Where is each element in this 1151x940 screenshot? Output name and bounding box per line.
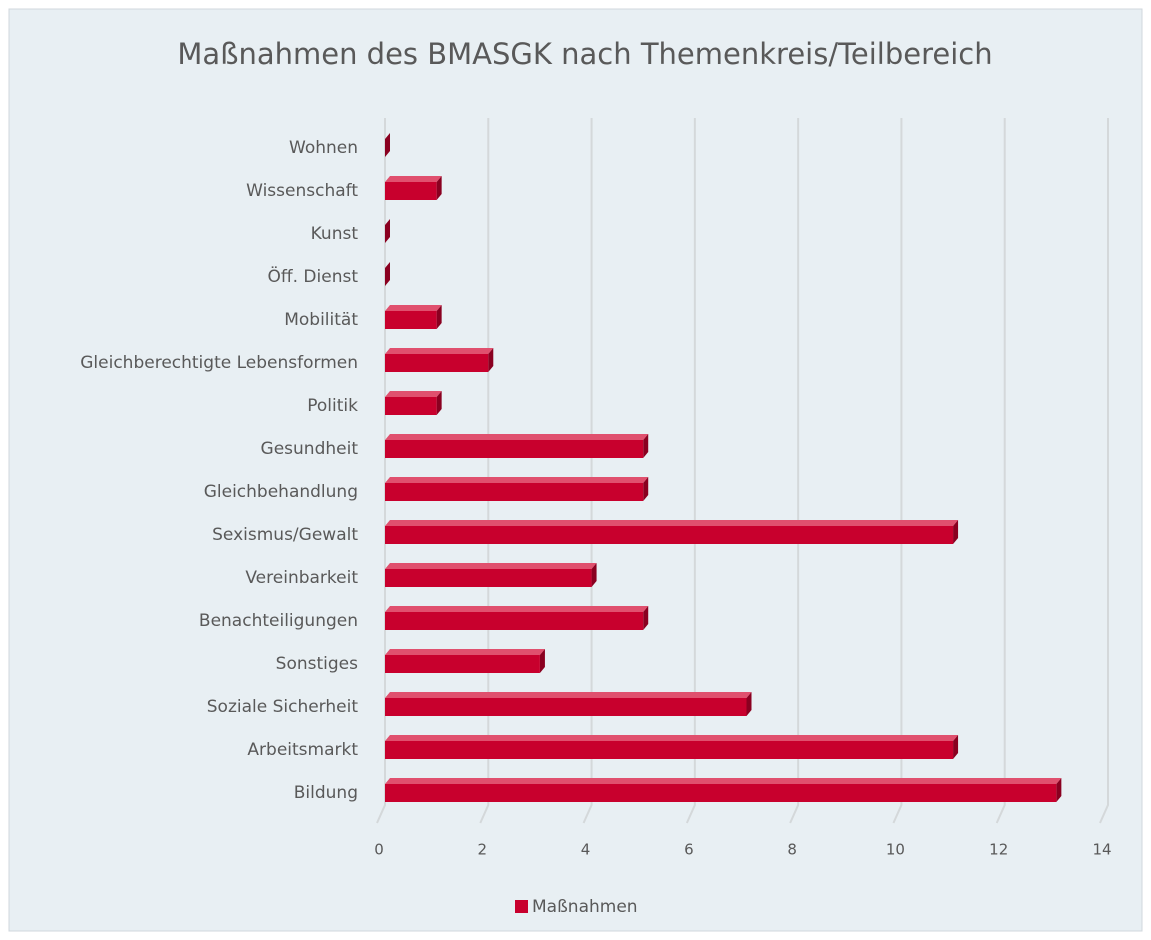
bar-face — [385, 305, 442, 311]
bar — [385, 477, 649, 501]
x-tick-label: 8 — [787, 841, 797, 859]
bar-face — [436, 391, 442, 415]
bar-face — [385, 397, 437, 415]
bar-face — [385, 612, 644, 630]
x-tick-label: 0 — [374, 841, 384, 859]
bar-face — [385, 182, 437, 200]
bar — [385, 649, 545, 673]
bar — [385, 133, 390, 157]
bar-face — [385, 778, 1062, 784]
bar-face — [436, 305, 442, 329]
y-tick-label: Sexismus/Gewalt — [212, 525, 358, 545]
bar — [385, 219, 390, 243]
x-tick-label: 6 — [684, 841, 694, 859]
bar-face — [385, 526, 954, 544]
y-tick-label: Kunst — [311, 224, 359, 244]
bar — [385, 606, 649, 630]
chart-background — [8, 8, 1143, 932]
bar-face — [385, 440, 644, 458]
bar-face — [385, 348, 494, 354]
y-tick-label: Sonstiges — [276, 654, 358, 674]
bar — [385, 348, 494, 372]
bar-face — [385, 655, 540, 673]
bar-face — [385, 735, 959, 741]
grid-line — [582, 118, 593, 824]
bar-face — [953, 735, 959, 759]
y-tick-label: Wissenschaft — [246, 181, 358, 201]
bar — [385, 520, 959, 544]
bar — [385, 735, 959, 759]
grid-line — [479, 118, 490, 824]
bar-face — [385, 741, 954, 759]
bar-face — [385, 520, 959, 526]
bar-face — [643, 606, 649, 630]
legend-swatch — [515, 900, 528, 913]
bar-face — [385, 262, 390, 286]
bar-face — [385, 606, 649, 612]
bar — [385, 262, 390, 286]
y-tick-label: Mobilität — [284, 310, 358, 330]
y-tick-label: Vereinbarkeit — [245, 568, 358, 588]
x-tick-label: 2 — [478, 841, 488, 859]
chart-title: Maßnahmen des BMASGK nach Themenkreis/Te… — [177, 37, 992, 71]
bar-face — [385, 219, 390, 243]
bar-face — [436, 176, 442, 200]
bar — [385, 778, 1062, 802]
bar-face — [385, 569, 592, 587]
bar — [385, 176, 442, 200]
bar-face — [385, 391, 442, 397]
bar — [385, 391, 442, 415]
y-tick-label: Arbeitsmarkt — [247, 740, 358, 760]
bar-face — [385, 649, 545, 655]
y-tick-label: Gesundheit — [261, 439, 359, 459]
bar-face — [385, 354, 489, 372]
bar-face — [385, 133, 390, 157]
bar-face — [539, 649, 545, 673]
x-tick-label: 12 — [989, 841, 1008, 859]
bar-face — [385, 692, 752, 698]
bar — [385, 692, 752, 716]
y-tick-label: Politik — [307, 396, 358, 416]
x-tick-label: 14 — [1092, 841, 1111, 859]
bar-face — [643, 434, 649, 458]
bar-face — [385, 176, 442, 182]
grid-line — [376, 118, 386, 824]
y-tick-label: Gleichberechtigte Lebensformen — [80, 353, 358, 373]
y-tick-label: Öff. Dienst — [268, 265, 359, 287]
y-tick-label: Soziale Sicherheit — [207, 697, 359, 717]
grid-line — [685, 118, 696, 824]
bar-face — [488, 348, 494, 372]
grid-line — [892, 118, 903, 824]
bar — [385, 563, 597, 587]
bar-face — [953, 520, 959, 544]
grid-line — [995, 118, 1006, 824]
bar — [385, 434, 649, 458]
bar-face — [385, 698, 747, 716]
bar-face — [746, 692, 752, 716]
y-tick-label: Wohnen — [289, 138, 358, 158]
y-tick-label: Gleichbehandlung — [204, 482, 358, 502]
bar-face — [385, 311, 437, 329]
bar-face — [385, 434, 649, 440]
y-tick-label: Bildung — [294, 783, 358, 803]
bar-face — [385, 563, 597, 569]
y-tick-label: Benachteiligungen — [199, 611, 358, 631]
grid-line — [789, 118, 800, 824]
x-tick-label: 4 — [581, 841, 591, 859]
legend-label: Maßnahmen — [532, 897, 638, 917]
bar-face — [385, 477, 649, 483]
bar-face — [591, 563, 597, 587]
bar-face — [1056, 778, 1062, 802]
bar-face — [385, 483, 644, 501]
bar — [385, 305, 442, 329]
grid-line — [1099, 118, 1109, 824]
bar-face — [643, 477, 649, 501]
x-tick-label: 10 — [886, 841, 905, 859]
bar-face — [385, 784, 1057, 802]
